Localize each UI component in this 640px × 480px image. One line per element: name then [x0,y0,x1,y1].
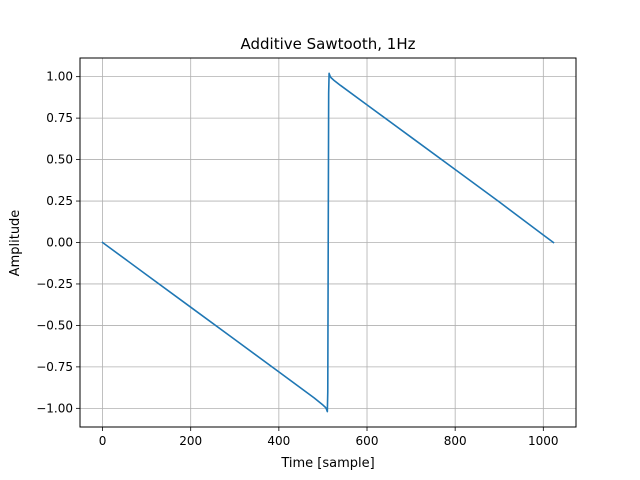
x-tick-label: 600 [356,434,379,448]
y-tick-label: 0.75 [46,111,73,125]
ticks: 0 200 400 600 800 1000 −1.00 −0.75 −0.50 −0.25 0.0… [36,70,558,448]
x-tick-label: 200 [179,434,202,448]
y-tick-label: −0.25 [36,277,73,291]
x-tick-label: 800 [444,434,467,448]
y-tick-label: −0.75 [36,360,73,374]
y-tick-label: 0.00 [46,236,73,250]
x-tick-label: 0 [99,434,107,448]
series-layer [101,72,555,413]
series-line [101,72,555,413]
chart-title: Additive Sawtooth, 1Hz [241,35,416,53]
y-tick-label: 1.00 [46,70,73,84]
x-axis-label: Time [sample] [280,456,374,471]
y-tick-label: 0.50 [46,153,73,167]
y-axis-label: Amplitude [8,210,23,277]
x-tick-label: 1000 [528,434,559,448]
y-tick-label: 0.25 [46,194,73,208]
y-tick-label: −1.00 [36,401,73,415]
x-tick-label: 400 [267,434,290,448]
y-tick-label: −0.50 [36,318,73,332]
